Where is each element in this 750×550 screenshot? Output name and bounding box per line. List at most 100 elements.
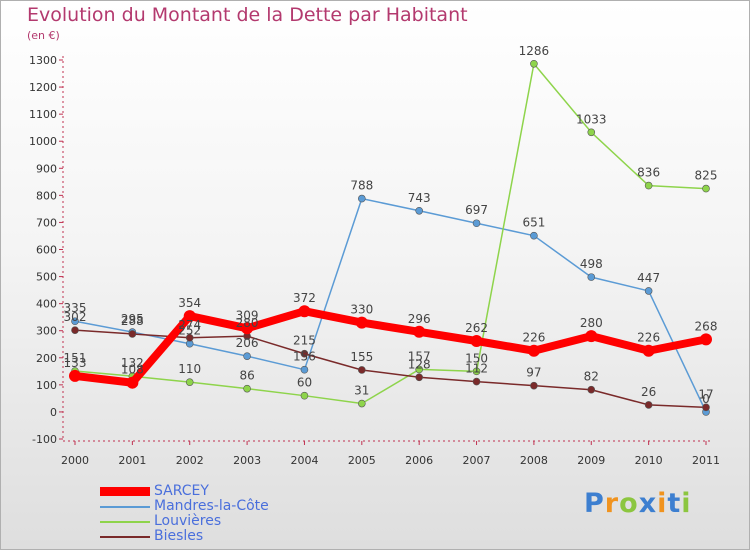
data-point [298,305,311,318]
data-label: 296 [408,312,431,326]
data-label: 262 [465,321,488,335]
legend-item: SARCEY [100,484,269,499]
y-tick-label: 1100 [29,108,57,121]
data-point [472,219,481,228]
data-point [644,401,653,409]
logo-letter: r [604,488,620,519]
y-tick-label: 700 [36,216,57,229]
data-point [472,367,481,376]
data-label: 288 [121,314,144,328]
data-point [530,231,538,240]
data-label: 151 [64,351,87,365]
legend-item: Louvières [100,514,269,529]
data-label: 150 [465,351,488,365]
data-point [702,403,710,412]
chart-legend: SARCEY Mandres-la-Côte Louvières Biesles [100,484,269,544]
data-point [128,330,137,338]
data-label: 17 [698,387,713,401]
data-point [300,349,309,358]
data-label: 86 [239,369,254,383]
data-label: 295 [121,312,144,326]
y-tick-label: 1200 [29,81,57,94]
data-label: 155 [350,350,373,364]
data-label: 447 [637,271,660,285]
data-point [587,273,596,281]
data-point [185,378,194,386]
data-point [415,373,423,382]
data-label: 274 [178,318,201,332]
series-line-1 [74,197,707,413]
data-point [185,333,194,342]
series-line-3 [74,329,707,409]
data-label: 226 [637,331,660,345]
x-tick-label: 2005 [348,454,376,467]
data-label: 309 [236,308,259,322]
y-tick-label: 900 [36,162,57,175]
data-label: 226 [522,331,545,345]
logo-letter: P [584,488,605,519]
data-point [358,194,366,203]
y-tick-label: 800 [36,189,57,202]
data-label: 97 [526,366,541,380]
data-label: 335 [64,301,87,315]
legend-swatch [100,520,150,523]
data-point [243,352,251,360]
data-label: 128 [408,357,431,371]
data-point [300,365,309,374]
x-tick-label: 2003 [233,454,261,467]
data-point [587,385,596,394]
y-tick-label: 1000 [29,135,57,148]
x-tick-label: 2004 [290,454,318,467]
chart-subtitle: (en €) [27,29,60,42]
x-tick-label: 2007 [463,454,491,467]
data-point [183,310,196,323]
data-point [700,333,712,346]
data-point [585,330,598,343]
data-label: 354 [178,296,201,310]
data-label: 330 [350,303,373,317]
x-tick-label: 2006 [405,454,433,467]
x-tick-label: 2009 [577,454,605,467]
logo-letter: o [619,488,639,519]
legend-label: SARCEY [154,483,209,499]
data-label: 0 [702,392,710,406]
data-label: 157 [408,349,431,363]
data-point [642,344,655,357]
logo-letter: t [667,488,682,519]
data-point [702,184,710,193]
data-label: 252 [178,324,201,338]
data-label: 1033 [576,112,607,126]
data-label: 836 [637,166,660,180]
data-point [527,344,540,357]
data-label: 215 [293,334,316,348]
legend-swatch [100,487,150,496]
y-tick-label: -100 [32,433,57,446]
proxiti-logo: Proxiti [584,488,692,519]
y-tick-label: 100 [36,379,57,392]
data-point [415,206,423,215]
data-point [358,399,366,408]
y-tick-label: 200 [36,352,57,365]
legend-item: Biesles [100,529,269,544]
data-label: 132 [121,356,144,370]
data-point [472,377,481,386]
legend-label: Biesles [154,528,204,544]
x-tick-label: 2000 [61,454,89,467]
x-tick-label: 2008 [520,454,548,467]
data-point [69,369,81,382]
data-point [644,287,653,295]
data-label: 651 [522,216,545,230]
data-point [243,384,251,393]
data-label: 206 [236,336,259,350]
x-tick-label: 2010 [635,454,663,467]
y-tick-label: 400 [36,298,57,311]
data-label: 82 [584,370,599,384]
y-tick-label: 500 [36,271,57,284]
data-label: 1286 [519,44,550,58]
data-point [415,365,423,374]
data-label: 268 [695,319,718,333]
data-label: 788 [350,179,373,193]
data-point [644,181,653,190]
logo-letter: x [638,488,658,519]
